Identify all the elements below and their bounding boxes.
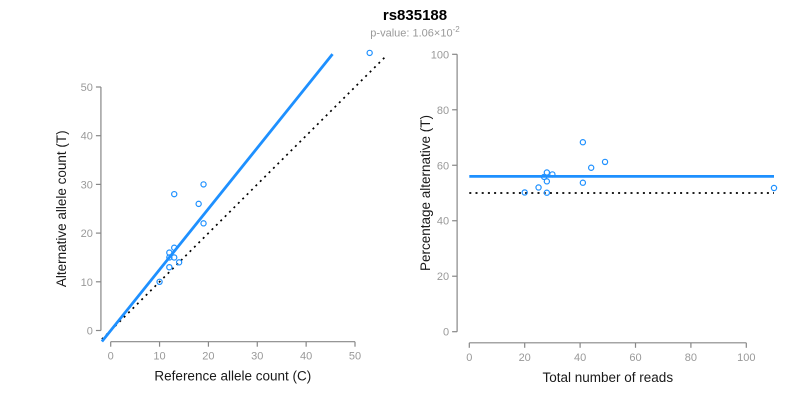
data-point [200, 220, 207, 227]
data-point [171, 254, 178, 261]
x-axis: 0 20 40 60 80 100 [466, 342, 755, 364]
data-point [579, 139, 587, 146]
data-point [549, 171, 556, 178]
allele-counts-plot: 0 10 20 30 40 50 0 10 20 30 40 50 Reference allele c… [54, 49, 387, 384]
y-tick-label: 10 [81, 277, 93, 289]
y-tick-label: 0 [87, 326, 93, 338]
plot-title: rs835188 [382, 7, 448, 24]
y-axis: 0 20 40 60 80 100 [431, 49, 458, 339]
data-point [543, 169, 551, 176]
y-axis: 0 10 20 30 40 50 [81, 82, 102, 338]
data-point [543, 189, 551, 196]
pvalue-text: p-value: 1.06×10 [370, 27, 453, 40]
y-axis-title: Alternative allele count (T) [54, 130, 69, 287]
x-tick-label: 40 [574, 352, 586, 364]
pvalue-exponent: -2 [452, 25, 460, 34]
data-point [366, 49, 373, 57]
y-tick-label: 30 [81, 179, 93, 191]
data-point [521, 189, 528, 196]
y-tick-label: 80 [437, 105, 449, 117]
data-points [156, 49, 373, 285]
data-point [770, 184, 778, 192]
data-point [175, 259, 183, 266]
x-tick-label: 0 [466, 352, 472, 364]
fit-line [100, 53, 334, 343]
x-tick-label: 60 [629, 352, 641, 364]
data-point [200, 181, 207, 188]
null-line [101, 55, 387, 340]
y-tick-label: 60 [437, 160, 449, 172]
x-axis: 0 10 20 30 40 50 [108, 341, 361, 363]
x-tick-label: 30 [251, 351, 263, 363]
x-axis-title: Reference allele count (C) [154, 369, 311, 384]
x-axis-title: Total number of reads [543, 370, 674, 385]
data-point [543, 178, 551, 185]
data-point [535, 184, 542, 191]
data-point [171, 244, 178, 251]
y-tick-label: 20 [437, 271, 449, 283]
data-point [156, 278, 163, 285]
y-tick-label: 100 [431, 49, 449, 61]
data-point [579, 179, 587, 186]
data-point [540, 173, 548, 181]
x-tick-label: 0 [108, 351, 114, 363]
y-tick-label: 0 [443, 327, 449, 339]
plot-subtitle: p-value: 1.06×10-2 [0, 25, 800, 40]
y-tick-label: 40 [81, 131, 93, 143]
x-tick-label: 20 [202, 351, 214, 363]
x-tick-label: 40 [300, 351, 312, 363]
data-point [166, 263, 173, 271]
x-tick-label: 100 [737, 352, 755, 364]
x-tick-label: 20 [519, 352, 531, 364]
data-point [587, 164, 595, 171]
y-tick-label: 50 [81, 82, 93, 94]
percentage-alternative-plot: 0 20 40 60 80 100 0 20 40 60 80 100 Total number of … [418, 49, 778, 385]
y-axis-title: Percentage alternative (T) [418, 115, 433, 271]
x-tick-label: 80 [685, 352, 697, 364]
x-tick-label: 50 [349, 351, 361, 363]
data-point [601, 158, 609, 166]
x-tick-label: 10 [153, 351, 165, 363]
data-points [521, 139, 778, 196]
data-point [195, 200, 202, 208]
y-tick-label: 20 [81, 228, 93, 240]
y-tick-label: 40 [437, 216, 449, 228]
data-point [171, 190, 178, 198]
